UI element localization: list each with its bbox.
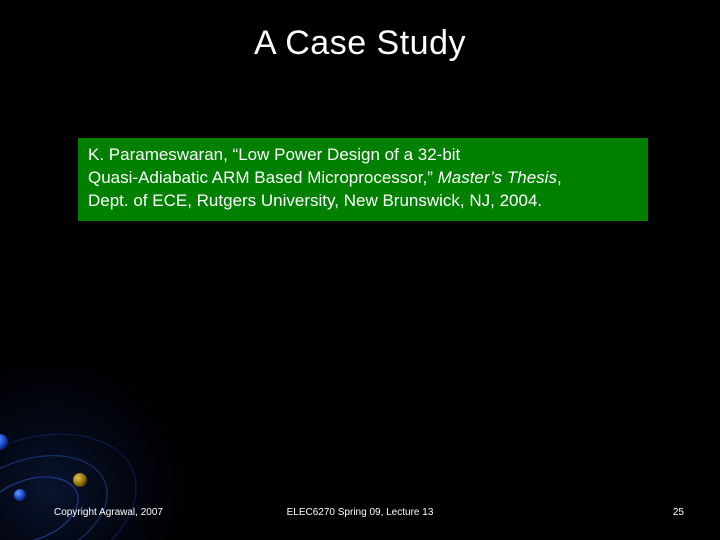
citation-line-2-pre: Quasi-Adiabatic ARM Based Microprocessor… [88,168,438,187]
citation-line-2: Quasi-Adiabatic ARM Based Microprocessor… [88,167,638,190]
footer-page-number: 25 [673,507,684,518]
citation-line-1: K. Parameswaran, “Low Power Design of a … [88,144,638,167]
slide-title: A Case Study [0,24,720,63]
citation-line-2-post: , [557,168,562,187]
citation-thesis-italic: Master’s Thesis [438,168,557,187]
footer-course: ELEC6270 Spring 09, Lecture 13 [0,507,720,518]
citation-box: K. Parameswaran, “Low Power Design of a … [78,138,648,221]
slide: A Case Study K. Parameswaran, “Low Power… [0,0,720,540]
citation-line-3: Dept. of ECE, Rutgers University, New Br… [88,190,638,213]
